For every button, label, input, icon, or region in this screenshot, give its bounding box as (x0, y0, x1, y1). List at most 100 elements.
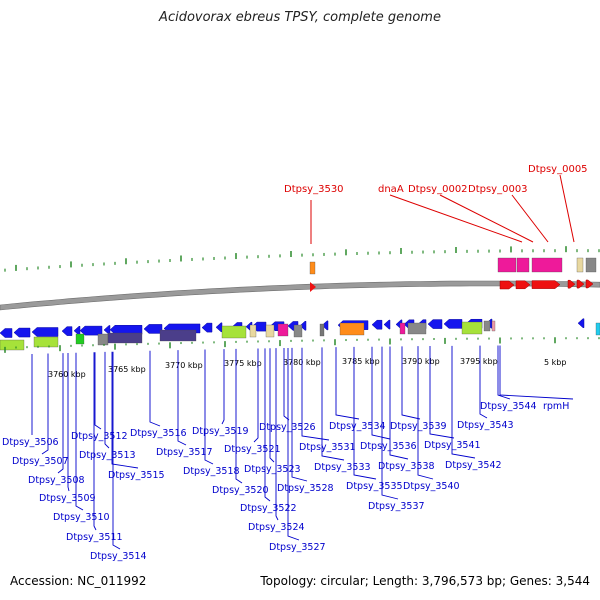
gene-feature-box[interactable] (516, 257, 530, 273)
gene-feature-box[interactable] (319, 323, 325, 337)
reverse-gene-label[interactable]: Dtpsy_3514 (90, 551, 147, 562)
gene-feature-box[interactable] (407, 322, 427, 335)
gene-feature-box[interactable] (33, 336, 59, 348)
reverse-gene-label[interactable]: Dtpsy_3544 (480, 401, 537, 412)
gene-feature-box[interactable] (491, 320, 496, 332)
forward-gene-label[interactable]: Dtpsy_0003 (468, 184, 528, 195)
gene-feature-box[interactable] (249, 324, 257, 338)
reverse-gene-label[interactable]: Dtpsy_3533 (314, 462, 371, 473)
forward-gene-arrow[interactable] (515, 280, 531, 290)
scale-label-kbp: 3775 kbp (224, 359, 262, 368)
reverse-gene-label[interactable]: Dtpsy_3506 (2, 437, 59, 448)
reverse-gene-arrow[interactable] (443, 319, 463, 329)
bottom-label-leader-line (177, 350, 187, 446)
forward-gene-arrow[interactable] (310, 282, 316, 292)
gene-feature-box[interactable] (277, 323, 289, 337)
reverse-gene-label[interactable]: Dtpsy_3520 (212, 485, 269, 496)
reverse-gene-arrow[interactable] (427, 319, 443, 329)
reverse-gene-label[interactable]: Dtpsy_3513 (79, 450, 136, 461)
reverse-gene-label[interactable]: Dtpsy_3531 (299, 442, 356, 453)
reverse-gene-label[interactable]: Dtpsy_3528 (277, 483, 334, 494)
gene-feature-box[interactable] (265, 324, 275, 338)
reverse-gene-label[interactable]: Dtpsy_3540 (403, 481, 460, 492)
reverse-gene-label[interactable]: Dtpsy_3511 (66, 532, 123, 543)
genome-summary-text: Topology: circular; Length: 3,796,573 bp… (260, 574, 590, 588)
gene-feature-box[interactable] (75, 333, 85, 345)
reverse-gene-arrow[interactable] (0, 328, 13, 338)
gene-feature-box[interactable] (585, 257, 597, 273)
gene-feature-box[interactable] (576, 257, 584, 273)
scale-label-kbp: 3785 kbp (342, 357, 380, 366)
forward-gene-arrow[interactable] (567, 279, 576, 289)
reverse-gene-label[interactable]: Dtpsy_3515 (108, 470, 165, 481)
gene-feature-box[interactable] (339, 322, 365, 336)
reverse-gene-label[interactable]: Dtpsy_3518 (183, 466, 240, 477)
bottom-label-leader-line (94, 352, 102, 430)
forward-gene-arrow[interactable] (499, 280, 515, 290)
forward-gene-arrow[interactable] (531, 280, 561, 289)
reverse-gene-arrow[interactable] (371, 319, 383, 330)
reverse-gene-label[interactable]: Dtpsy_3537 (368, 501, 425, 512)
reverse-gene-label[interactable]: Dtpsy_3534 (329, 421, 386, 432)
gene-feature-box[interactable] (159, 329, 197, 342)
reverse-gene-arrow[interactable] (577, 318, 585, 328)
reverse-gene-label[interactable]: Dtpsy_3519 (192, 426, 249, 437)
reverse-gene-label[interactable]: Dtpsy_3522 (240, 503, 297, 514)
reverse-gene-arrow[interactable] (143, 324, 163, 334)
reverse-gene-arrow[interactable] (31, 327, 59, 337)
reverse-gene-label[interactable]: Dtpsy_3524 (248, 522, 305, 533)
gene-feature-box[interactable] (107, 332, 143, 344)
forward-gene-label[interactable]: Dtpsy_3530 (284, 184, 344, 195)
gene-feature-box[interactable] (399, 322, 406, 335)
reverse-gene-label[interactable]: Dtpsy_3517 (156, 447, 213, 458)
reverse-gene-label[interactable]: Dtpsy_3510 (53, 512, 110, 523)
reverse-gene-label[interactable]: rpmH (543, 401, 569, 412)
reverse-gene-arrow[interactable] (299, 320, 307, 331)
forward-gene-label[interactable]: dnaA (378, 184, 404, 195)
gene-feature-box[interactable] (221, 325, 247, 339)
bottom-label-leader-line (371, 346, 391, 440)
reverse-gene-arrow[interactable] (13, 327, 31, 338)
reverse-gene-label[interactable]: Dtpsy_3523 (244, 464, 301, 475)
gene-feature-box[interactable] (595, 322, 600, 336)
reverse-gene-label[interactable]: Dtpsy_3543 (457, 420, 514, 431)
gene-feature-box[interactable] (483, 320, 491, 332)
reverse-gene-label[interactable]: Dtpsy_3516 (130, 428, 187, 439)
reverse-gene-arrow[interactable] (215, 322, 223, 333)
reverse-gene-label[interactable]: Dtpsy_3536 (360, 441, 417, 452)
gene-feature-box[interactable] (97, 333, 109, 346)
reverse-gene-label[interactable]: Dtpsy_3521 (224, 444, 281, 455)
gene-feature-box[interactable] (309, 261, 316, 275)
reverse-gene-label[interactable]: Dtpsy_3535 (346, 481, 403, 492)
reverse-gene-label[interactable]: Dtpsy_3508 (28, 475, 85, 486)
gene-feature-box[interactable] (0, 339, 25, 351)
bottom-label-leader-line (57, 353, 64, 474)
bottom-label-leader-line (264, 348, 271, 502)
reverse-gene-label[interactable]: Dtpsy_3507 (12, 456, 69, 467)
gene-feature-box[interactable] (293, 324, 303, 338)
scale-label-kbp: 3790 kbp (402, 357, 440, 366)
forward-gene-arrow[interactable] (585, 279, 594, 289)
scale-label-kbp: 3765 kbp (108, 365, 146, 374)
gene-feature-box[interactable] (531, 257, 563, 273)
gene-feature-box[interactable] (461, 321, 483, 335)
forward-gene-label[interactable]: Dtpsy_0005 (528, 164, 588, 175)
reverse-gene-arrow[interactable] (201, 322, 213, 333)
reverse-gene-arrow[interactable] (383, 319, 391, 330)
gene-feature-box[interactable] (497, 257, 517, 273)
reverse-gene-label[interactable]: Dtpsy_3526 (259, 422, 316, 433)
reverse-gene-arrow[interactable] (79, 325, 103, 336)
bottom-label-leader-line (429, 346, 455, 439)
reverse-gene-arrow[interactable] (321, 320, 329, 331)
reverse-gene-label[interactable]: Dtpsy_3542 (445, 460, 502, 471)
reverse-gene-label[interactable]: Dtpsy_3512 (71, 431, 128, 442)
reverse-gene-arrow[interactable] (61, 326, 73, 336)
reverse-gene-label[interactable]: Dtpsy_3509 (39, 493, 96, 504)
reverse-gene-label[interactable]: Dtpsy_3527 (269, 542, 326, 553)
forward-gene-arrow[interactable] (576, 279, 585, 289)
top-label-leader-line (559, 174, 575, 243)
reverse-gene-label[interactable]: Dtpsy_3538 (378, 461, 435, 472)
bottom-label-leader-line (353, 346, 377, 480)
forward-gene-label[interactable]: Dtpsy_0002 (408, 184, 468, 195)
